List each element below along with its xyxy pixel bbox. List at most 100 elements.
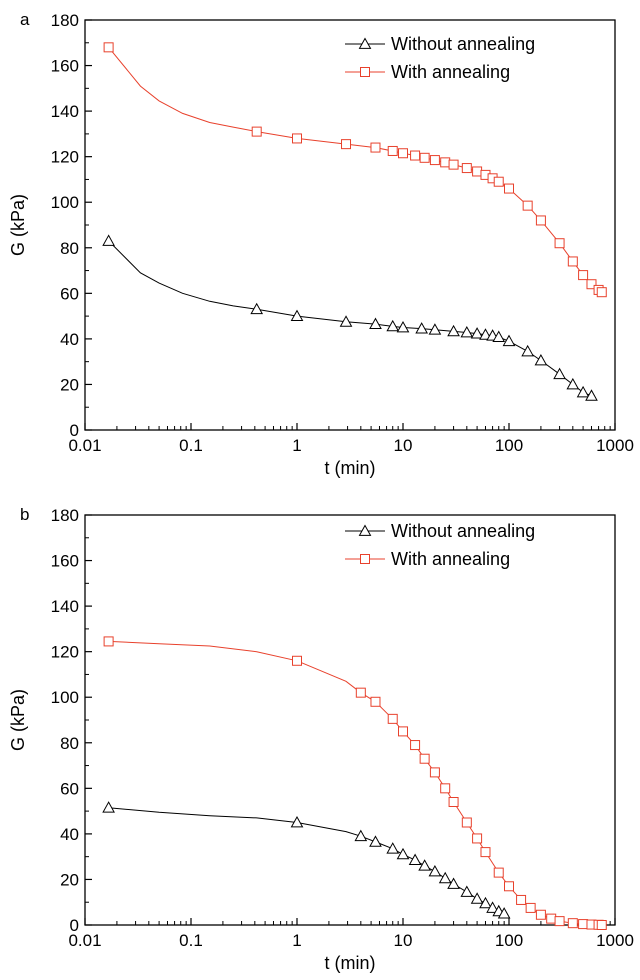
chart-panel-a: a 0 20 40 60 80 100 120 140 160 180 0.01 0.1 1 10 100 10… bbox=[8, 10, 634, 478]
series-without-annealing bbox=[102, 801, 511, 919]
data-point bbox=[479, 896, 492, 909]
data-point bbox=[251, 126, 262, 137]
x-tick-label: 10 bbox=[394, 931, 413, 950]
y-tick-label: 120 bbox=[51, 643, 79, 662]
data-point bbox=[502, 334, 516, 347]
y-tick-label: 40 bbox=[60, 825, 79, 844]
data-point bbox=[341, 139, 352, 150]
data-point bbox=[535, 909, 546, 920]
data-point bbox=[525, 902, 536, 913]
plot-frame bbox=[84, 19, 616, 431]
y-tick-label: 60 bbox=[60, 284, 79, 303]
data-point bbox=[447, 877, 460, 889]
data-point bbox=[339, 315, 353, 327]
data-point bbox=[460, 885, 474, 897]
legend-label: Without annealing bbox=[391, 521, 535, 541]
data-point bbox=[447, 324, 460, 337]
data-point bbox=[396, 847, 410, 860]
data-point bbox=[387, 713, 398, 724]
series-with-annealing bbox=[103, 636, 607, 930]
data-point bbox=[415, 322, 429, 334]
data-point bbox=[354, 829, 368, 842]
y-tick-label: 0 bbox=[70, 421, 79, 440]
data-point bbox=[497, 907, 511, 919]
chart-panel-b: b 0 20 40 60 80 100 120 140 160 180 0.01 0.1 1 10 100 10… bbox=[8, 505, 634, 973]
data-point bbox=[493, 176, 504, 187]
x-tick-label: 1000 bbox=[596, 436, 634, 455]
data-point bbox=[546, 913, 557, 924]
x-tick-label: 0.1 bbox=[179, 931, 203, 950]
y-axis-title: G (kPa) bbox=[8, 689, 28, 751]
data-point bbox=[396, 320, 410, 333]
data-point bbox=[516, 894, 527, 905]
data-point bbox=[419, 152, 430, 163]
data-point bbox=[472, 833, 483, 844]
data-point bbox=[567, 256, 578, 267]
y-tick-label: 160 bbox=[51, 552, 79, 571]
legend-label: With annealing bbox=[391, 62, 510, 82]
data-point bbox=[566, 377, 580, 390]
series-with-annealing bbox=[103, 42, 607, 298]
data-point bbox=[521, 344, 535, 357]
data-point bbox=[472, 166, 483, 177]
data-point bbox=[596, 920, 607, 930]
data-point bbox=[438, 871, 452, 884]
data-point bbox=[461, 817, 472, 828]
data-point bbox=[534, 353, 548, 366]
y-tick-label: 100 bbox=[51, 193, 79, 212]
panel-label: b bbox=[20, 505, 29, 524]
data-point bbox=[408, 853, 422, 865]
data-point bbox=[448, 159, 459, 170]
legend: Without annealing With annealing bbox=[345, 521, 535, 569]
data-point bbox=[578, 270, 589, 281]
series-line bbox=[108, 807, 505, 915]
y-tick-label: 180 bbox=[51, 11, 79, 30]
y-tick-label: 140 bbox=[51, 102, 79, 121]
data-point bbox=[410, 740, 421, 751]
x-tick-label: 100 bbox=[495, 931, 523, 950]
y-tick-label: 180 bbox=[51, 506, 79, 525]
data-point bbox=[355, 687, 366, 698]
y-tick-label: 100 bbox=[51, 688, 79, 707]
data-point bbox=[369, 835, 382, 847]
data-point bbox=[448, 797, 459, 807]
data-point bbox=[418, 859, 431, 871]
data-point bbox=[576, 385, 590, 398]
data-point bbox=[429, 767, 440, 778]
x-tick-label: 100 bbox=[495, 436, 523, 455]
data-point bbox=[370, 696, 381, 707]
data-point bbox=[250, 302, 264, 315]
data-point bbox=[398, 148, 408, 159]
series-line bbox=[108, 240, 592, 397]
data-point bbox=[103, 42, 114, 53]
x-axis-title: t (min) bbox=[325, 953, 376, 973]
data-point bbox=[429, 155, 440, 166]
data-point bbox=[504, 881, 514, 892]
y-tick-label: 160 bbox=[51, 57, 79, 76]
legend-marker bbox=[358, 37, 372, 49]
data-point bbox=[102, 234, 115, 246]
data-point bbox=[554, 916, 565, 927]
x-axis-title: t (min) bbox=[325, 458, 376, 478]
data-point bbox=[440, 783, 451, 794]
data-point bbox=[470, 327, 484, 339]
y-tick-label: 40 bbox=[60, 330, 79, 349]
series-line bbox=[108, 46, 603, 293]
data-point bbox=[387, 145, 398, 156]
legend-label: With annealing bbox=[391, 549, 510, 569]
data-point bbox=[461, 163, 472, 174]
data-point bbox=[585, 389, 598, 401]
data-point bbox=[567, 918, 578, 929]
data-point bbox=[370, 142, 381, 153]
x-tick-label: 10 bbox=[394, 436, 413, 455]
data-point bbox=[480, 847, 491, 858]
y-tick-label: 0 bbox=[70, 916, 79, 935]
x-tick-label: 1 bbox=[292, 436, 301, 455]
data-point bbox=[103, 636, 114, 647]
data-point bbox=[596, 287, 607, 298]
data-point bbox=[386, 842, 400, 854]
y-tick-label: 60 bbox=[60, 779, 79, 798]
data-point bbox=[470, 892, 484, 904]
panel-label: a bbox=[20, 10, 30, 29]
